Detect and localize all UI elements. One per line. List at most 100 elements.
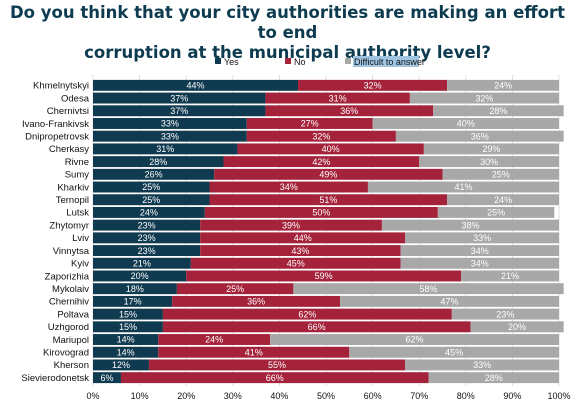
x-tick-label: 10% <box>131 391 149 401</box>
x-tick-label: 50% <box>317 391 335 401</box>
x-tick-label: 40% <box>270 391 288 401</box>
bar-segment-yes <box>93 295 173 307</box>
category-label: Kyiv <box>71 259 89 270</box>
x-tick-label: 60% <box>364 391 382 401</box>
data-label: 43% <box>291 246 309 256</box>
bar-segment-difficult-to-answer <box>293 283 564 295</box>
bars: 44% 32% 24%37% 31% 32%37% 36% 28%33% 27% 40%33% 3… <box>93 79 564 384</box>
category-label: Lviv <box>72 233 89 244</box>
bar-segment-no <box>209 194 448 206</box>
bar-segment-difficult-to-answer <box>461 270 559 282</box>
bar-segment-yes <box>93 92 266 104</box>
data-label: 42% <box>312 157 330 167</box>
bar-segment-difficult-to-answer <box>428 372 559 384</box>
data-label: 18% <box>126 284 144 294</box>
legend-swatch <box>285 58 291 64</box>
data-label: 24% <box>494 81 512 91</box>
data-label: 25% <box>142 195 160 205</box>
category-label: Uzhgorod <box>48 322 89 333</box>
x-tick-label: 70% <box>410 391 428 401</box>
data-label: 34% <box>280 182 298 192</box>
data-label: 25% <box>142 182 160 192</box>
data-label: 58% <box>420 284 438 294</box>
data-label: 38% <box>461 220 479 230</box>
category-label: Poltava <box>57 309 89 320</box>
data-label: 21% <box>501 271 519 281</box>
data-label: 21% <box>133 258 151 268</box>
bar-segment-no <box>209 181 368 193</box>
bar-segment-no <box>214 168 443 180</box>
legend: Yes No Difficult to answer <box>215 56 425 67</box>
bar-segment-yes <box>93 219 201 231</box>
bar-segment-yes <box>93 359 149 371</box>
bar-segment-no <box>246 130 396 142</box>
bar-segment-yes <box>93 321 163 333</box>
data-label: 23% <box>496 309 514 319</box>
data-label: 25% <box>487 208 505 218</box>
category-label: Zhytomyr <box>49 220 89 231</box>
data-label: 50% <box>312 208 330 218</box>
category-label: Chernihiv <box>49 297 89 308</box>
bar-segment-yes <box>93 168 215 180</box>
bar-segment-no <box>158 334 271 345</box>
bar-segment-yes <box>93 308 163 320</box>
bar-segment-difficult-to-answer <box>381 219 559 231</box>
data-label: 45% <box>445 347 463 357</box>
data-label: 47% <box>440 297 458 307</box>
data-label: 14% <box>117 335 135 345</box>
bar-segment-difficult-to-answer <box>372 118 559 129</box>
data-label: 32% <box>364 81 382 91</box>
bar-segment-difficult-to-answer <box>367 181 559 193</box>
bar-segment-yes <box>93 130 247 142</box>
category-label: Ternopil <box>56 195 89 206</box>
category-label: Lutsk <box>66 208 89 219</box>
bar-segment-difficult-to-answer <box>400 257 559 269</box>
data-label: 20% <box>508 322 526 332</box>
legend-item: No <box>285 57 306 67</box>
bar-segment-yes <box>93 232 201 244</box>
data-label: 55% <box>268 360 286 370</box>
bar-segment-yes <box>93 156 224 168</box>
bar-segment-difficult-to-answer <box>437 206 555 218</box>
data-label: 66% <box>308 322 326 332</box>
data-label: 26% <box>145 170 163 180</box>
category-label: Kharkiv <box>57 182 89 193</box>
bar-segment-no <box>172 295 340 307</box>
bar-segment-no <box>265 105 434 117</box>
bar-segment-difficult-to-answer <box>270 334 559 345</box>
bar-segment-no <box>162 321 471 333</box>
data-label: 59% <box>315 271 333 281</box>
bar-segment-no <box>298 79 448 91</box>
data-label: 17% <box>124 297 142 307</box>
category-label: Ivano-Frankivsk <box>22 119 89 130</box>
bar-segment-difficult-to-answer <box>349 346 559 358</box>
bar-segment-difficult-to-answer <box>447 194 559 206</box>
chart-title-line-1: Do you think that your city authorities … <box>9 3 565 42</box>
data-label: 28% <box>149 157 167 167</box>
data-label: 25% <box>226 284 244 294</box>
data-label: 24% <box>140 208 158 218</box>
x-tick-label: 30% <box>224 391 242 401</box>
data-label: 23% <box>138 246 156 256</box>
category-label: Chernivtsi <box>47 106 89 117</box>
bar-segment-difficult-to-answer <box>442 168 559 180</box>
data-label: 28% <box>489 106 507 116</box>
legend-swatch <box>345 58 351 64</box>
bar-segment-yes <box>93 346 159 358</box>
data-label: 15% <box>119 322 137 332</box>
bar-segment-no <box>176 283 294 295</box>
bar-segment-yes <box>93 194 210 206</box>
x-axis-ticks: 0% 10% 20% 30% 40% 50% 60% 70% 80% 90% 100% <box>86 391 570 401</box>
data-label: 32% <box>475 93 493 103</box>
category-label: Khmelnytskyi <box>33 81 89 92</box>
category-label: Cherkasy <box>49 144 89 155</box>
category-label: Kirovograd <box>43 348 89 359</box>
data-label: 44% <box>187 81 205 91</box>
bar-segment-difficult-to-answer <box>405 232 559 244</box>
data-label: 41% <box>245 347 263 357</box>
bar-segment-yes <box>93 257 191 269</box>
data-label: 39% <box>282 220 300 230</box>
data-label: 36% <box>340 106 358 116</box>
data-label: 44% <box>294 233 312 243</box>
